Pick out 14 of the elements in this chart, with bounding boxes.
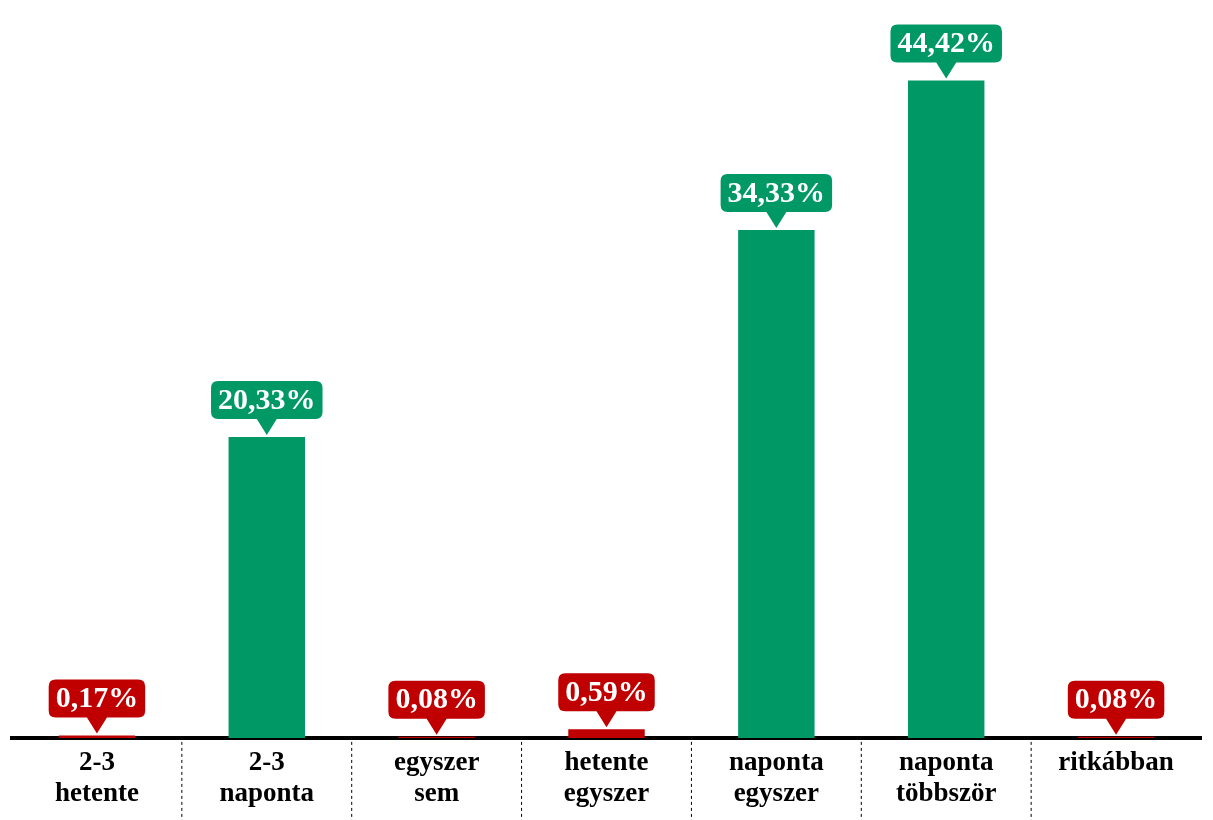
x-tick-label: naponta többször — [895, 746, 997, 808]
data-label: 44,42% — [897, 25, 995, 59]
x-tick-label: 2-3 hetente — [54, 746, 139, 808]
data-label: 0,59% — [565, 673, 648, 707]
data-label: 0,17% — [55, 680, 139, 714]
x-tick-label: egyszer sem — [393, 746, 480, 808]
data-label: 34,33% — [727, 174, 826, 208]
data-label: 0,08% — [395, 681, 478, 715]
data-label: 20,33% — [218, 381, 316, 415]
data-label: 0,08% — [1074, 681, 1158, 715]
x-tick-label: naponta egyszer — [729, 746, 825, 808]
x-tick-label: hetente egyszer — [563, 746, 650, 808]
x-tick-label: 2-3 naponta — [219, 746, 315, 808]
x-tick-label: ritkábban — [1058, 746, 1174, 777]
